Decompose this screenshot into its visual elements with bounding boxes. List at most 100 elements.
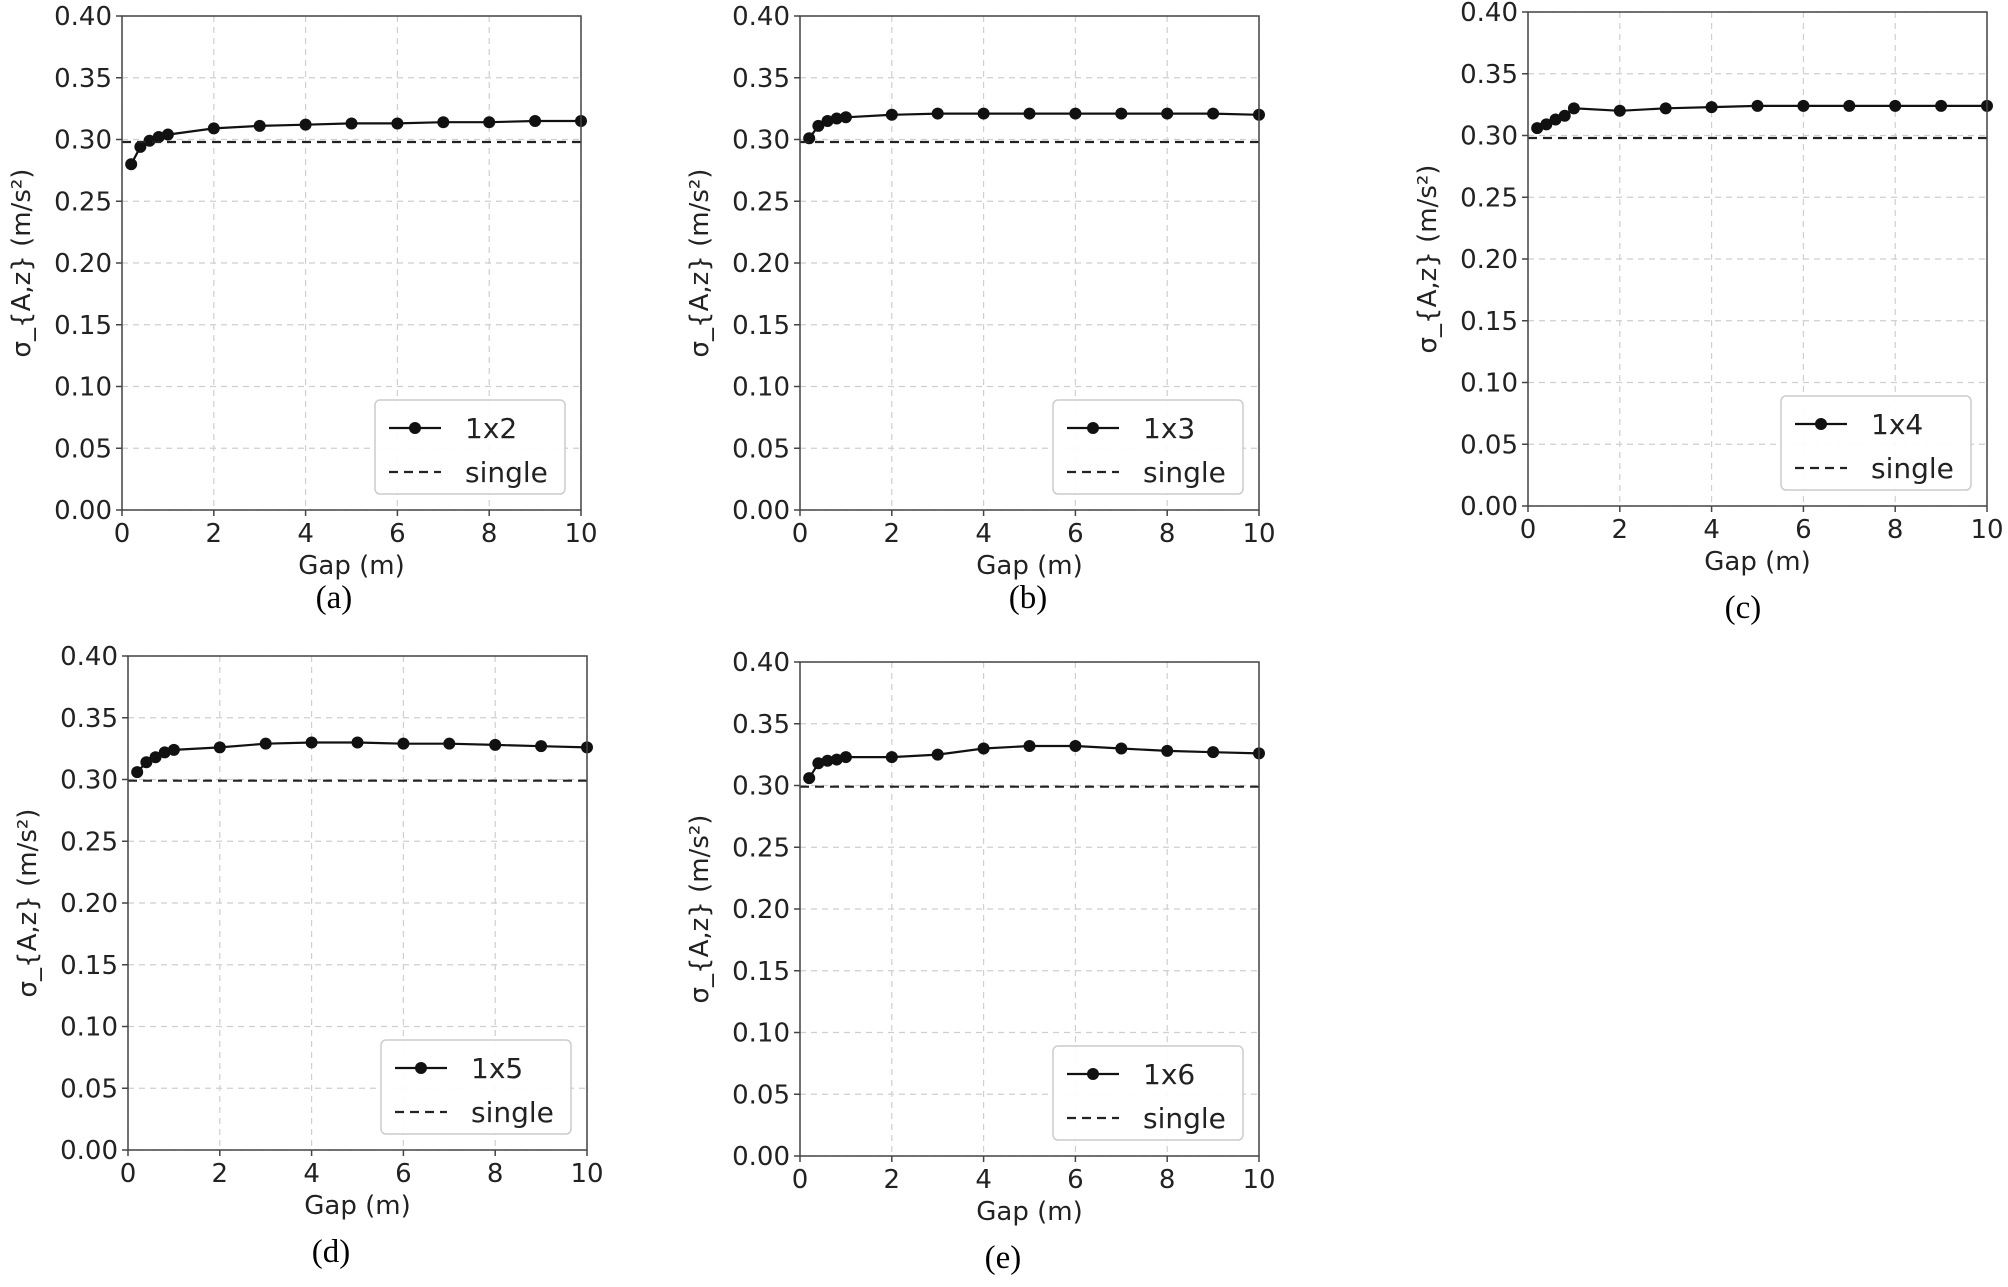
legend-entry-single: single xyxy=(1143,1102,1226,1135)
x-axis-label: Gap (m) xyxy=(976,551,1082,581)
y-tick-label: 0.40 xyxy=(1460,0,1518,28)
y-tick-label: 0.35 xyxy=(732,64,790,94)
data-point xyxy=(1069,107,1082,120)
data-point xyxy=(259,737,272,750)
data-point xyxy=(1843,99,1856,112)
legend: 1x5 single xyxy=(380,1039,572,1135)
data-point xyxy=(305,736,318,749)
x-tick-label: 10 xyxy=(1242,1165,1275,1195)
data-point xyxy=(1889,99,1902,112)
legend-entry-1x3: 1x3 xyxy=(1143,412,1195,445)
x-tick-label: 0 xyxy=(792,519,809,549)
x-tick-label: 8 xyxy=(1159,1165,1176,1195)
y-tick-label: 0.10 xyxy=(732,1019,790,1049)
y-tick-label: 0.40 xyxy=(732,648,790,678)
y-tick-label: 0.35 xyxy=(732,710,790,740)
data-point xyxy=(812,757,825,770)
data-point xyxy=(821,754,834,767)
data-point xyxy=(143,134,156,147)
x-tick-label: 2 xyxy=(212,1159,229,1189)
data-point xyxy=(213,741,226,754)
data-point xyxy=(830,112,843,125)
y-tick-label: 0.30 xyxy=(732,126,790,156)
data-point xyxy=(437,116,450,129)
subplot-caption: (b) xyxy=(1009,580,1047,616)
x-tick-label: 0 xyxy=(792,1165,809,1195)
data-point xyxy=(885,751,898,764)
y-tick-label: 0.35 xyxy=(1460,60,1518,90)
subplot-b: 0 2 4 6 8 10 0.00 0.05 0.10 0.15 0.20 0.25 0.30 0.35 0… xyxy=(685,2,1276,616)
legend-entry-1x4: 1x4 xyxy=(1871,408,1923,441)
data-point xyxy=(931,107,944,120)
y-axis-label: σ_{A,z} (m/s²) xyxy=(685,169,715,358)
legend-marker xyxy=(415,1062,427,1074)
legend: 1x4 single xyxy=(1780,395,1972,491)
y-tick-label: 0.25 xyxy=(60,827,118,857)
x-tick-label: 2 xyxy=(884,1165,901,1195)
x-tick-label: 6 xyxy=(395,1159,412,1189)
legend-entry-single: single xyxy=(1871,452,1954,485)
y-tick-label: 0.20 xyxy=(732,249,790,279)
data-point xyxy=(1558,109,1571,122)
y-tick-label: 0.40 xyxy=(60,642,118,672)
data-point xyxy=(131,766,144,779)
y-tick-label: 0.15 xyxy=(732,957,790,987)
y-tick-label: 0.20 xyxy=(1460,245,1518,275)
x-tick-label: 4 xyxy=(297,519,314,549)
subplot-caption: (c) xyxy=(1725,590,1762,626)
y-tick-label: 0.00 xyxy=(1460,492,1518,522)
data-point xyxy=(1115,742,1128,755)
data-point xyxy=(1161,744,1174,757)
y-tick-label: 0.30 xyxy=(60,766,118,796)
subplot-caption: (a) xyxy=(316,580,353,616)
data-point xyxy=(812,119,825,132)
data-point xyxy=(1751,99,1764,112)
data-point xyxy=(821,114,834,127)
y-tick-label: 0.05 xyxy=(732,1080,790,1110)
data-point xyxy=(977,107,990,120)
data-point xyxy=(397,737,410,750)
x-tick-label: 8 xyxy=(481,519,498,549)
x-tick-label: 0 xyxy=(120,1159,137,1189)
y-tick-label: 0.30 xyxy=(1460,122,1518,152)
series-line-1x6 xyxy=(808,744,1260,779)
y-tick-label: 0.10 xyxy=(60,1013,118,1043)
legend-entry-single: single xyxy=(1143,456,1226,489)
legend-entry-1x6: 1x6 xyxy=(1143,1058,1195,1091)
data-point xyxy=(149,751,162,764)
x-tick-label: 2 xyxy=(206,519,223,549)
data-point xyxy=(1069,739,1082,752)
y-axis-label: σ_{A,z} (m/s²) xyxy=(1413,165,1443,354)
legend-marker xyxy=(1087,422,1099,434)
legend-box xyxy=(1052,1045,1244,1141)
y-tick-label: 0.00 xyxy=(60,1136,118,1166)
data-point xyxy=(1549,113,1562,126)
y-axis-label: σ_{A,z} (m/s²) xyxy=(7,169,37,358)
legend-marker xyxy=(1087,1068,1099,1080)
x-tick-label: 6 xyxy=(389,519,406,549)
data-point xyxy=(207,122,220,135)
y-tick-label: 0.35 xyxy=(60,704,118,734)
data-point xyxy=(830,753,843,766)
y-tick-label: 0.15 xyxy=(732,311,790,341)
legend-entry-single: single xyxy=(471,1096,554,1129)
data-point xyxy=(1023,107,1036,120)
data-point xyxy=(931,748,944,761)
legend: 1x2 single xyxy=(374,399,566,495)
y-tick-label: 0.10 xyxy=(54,373,112,403)
x-tick-label: 10 xyxy=(1970,515,2003,545)
data-point xyxy=(351,736,364,749)
data-point xyxy=(803,772,816,785)
data-point xyxy=(489,738,502,751)
subplot-c: 0 2 4 6 8 10 0.00 0.05 0.10 0.15 0.20 0.25 0.30 0.35 0… xyxy=(1413,0,2004,626)
data-point xyxy=(134,140,147,153)
legend-marker xyxy=(1815,418,1827,430)
legend-box xyxy=(1780,395,1972,491)
legend-entry-single: single xyxy=(465,456,548,489)
y-axis-label: σ_{A,z} (m/s²) xyxy=(13,809,43,998)
x-tick-label: 6 xyxy=(1795,515,1812,545)
data-point xyxy=(1023,739,1036,752)
data-point xyxy=(391,117,404,130)
y-tick-label: 0.15 xyxy=(54,311,112,341)
